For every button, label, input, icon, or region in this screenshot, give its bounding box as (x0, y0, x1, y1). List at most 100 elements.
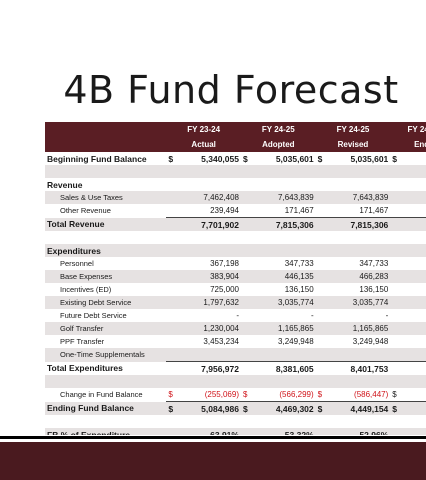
cell-value: 8,401,753 (315, 361, 391, 375)
cell-value: $4,469,302 (240, 401, 316, 415)
col-subheader-actual: Actual (166, 137, 241, 152)
currency-symbol: $ (392, 153, 398, 164)
table-row (45, 375, 426, 388)
currency-symbol: $ (392, 403, 398, 414)
cell-value (315, 415, 391, 428)
cell-value: 7,241 (390, 361, 426, 375)
amount: (586,447) (354, 390, 389, 399)
cell-value: 7,643,839 (315, 191, 391, 204)
currency-symbol: $ (317, 153, 323, 164)
col-subheader-adopted: Adopted (240, 137, 316, 152)
header-blank (45, 137, 167, 152)
cell-value (315, 165, 391, 178)
amount: 4,469,302 (275, 403, 314, 414)
row-label: Existing Debt Service (45, 296, 167, 309)
cell-value (240, 415, 316, 428)
cell-value (166, 165, 241, 178)
cell-value: 3,025 (390, 296, 426, 309)
cell-value: 3,035,774 (240, 296, 316, 309)
cell-value (315, 178, 391, 191)
table-row: Revenue (45, 178, 426, 191)
cell-value: 347,733 (315, 257, 391, 270)
cell-value: 7,956,972 (166, 361, 241, 375)
cell-value (240, 244, 316, 257)
footer-divider (0, 436, 426, 439)
cell-value: $5,084,986 (166, 401, 241, 415)
amount: 4,449,154 (350, 403, 389, 414)
cell-value: 7,701,902 (166, 217, 241, 231)
table-row (45, 415, 426, 428)
fund-forecast-table: FY 23-24 FY 24-25 FY 24-25 FY 24-25 Y Ac… (45, 122, 426, 435)
row-label: Total Revenue (45, 217, 167, 231)
cell-value: 7,462,408 (166, 191, 241, 204)
cell-value (166, 415, 241, 428)
cell-value (240, 231, 316, 244)
currency-symbol: $ (168, 390, 173, 399)
footer-bar (0, 442, 426, 480)
cell-value (315, 348, 391, 362)
col-header-fy2324: FY 23-24 (166, 122, 241, 137)
cell-value: 239,494 (166, 204, 241, 218)
col-header-fy2425-adopted: FY 24-25 (240, 122, 316, 137)
cell-value (390, 415, 426, 428)
cell-value: 942 (390, 322, 426, 335)
cell-value (390, 348, 426, 362)
cell-value (240, 178, 316, 191)
cell-value: 8,381,605 (240, 361, 316, 375)
cell-value: 465 (390, 270, 426, 283)
row-label (45, 375, 167, 388)
table-row: Ending Fund Balance $5,084,986 $4,469,302 $… (45, 401, 426, 415)
table-row: Golf Transfer 1,230,004 1,165,865 1,165,865… (45, 322, 426, 335)
amount: 5,035,601 (275, 153, 314, 164)
table-row: Total Revenue 7,701,902 7,815,306 7,815,306… (45, 217, 426, 231)
header-blank (45, 122, 167, 137)
cell-value: 171,467 (315, 204, 391, 218)
table-row: One-Time Supplementals (45, 348, 426, 362)
currency-symbol: $ (392, 390, 397, 399)
row-label: Other Revenue (45, 204, 167, 218)
cell-value: 63.91% (166, 428, 241, 435)
cell-value: 35 (390, 257, 426, 270)
cell-value: 53.32% (240, 428, 316, 435)
cell-value: $4,449,154 (315, 401, 391, 415)
col-header-fy2425-revised: FY 24-25 (315, 122, 391, 137)
cell-value (390, 178, 426, 191)
cell-value: - (240, 309, 316, 322)
header-row-1: FY 23-24 FY 24-25 FY 24-25 FY 24-25 Y (45, 122, 426, 137)
row-label: PPF Transfer (45, 335, 167, 348)
cell-value: 367,198 (166, 257, 241, 270)
table-body: Beginning Fund Balance $5,340,055 $5,035,6… (45, 152, 426, 435)
cell-value: 79 (390, 428, 426, 435)
cell-value (166, 348, 241, 362)
cell-value (390, 165, 426, 178)
cell-value (390, 309, 426, 322)
row-label: Personnel (45, 257, 167, 270)
row-label: Expenditures (45, 244, 167, 257)
cell-value: $5,768 (390, 401, 426, 415)
table-row: PPF Transfer3,453,2343,249,9483,249,9482… (45, 335, 426, 348)
table-row: Beginning Fund Balance $5,340,055 $5,035,6… (45, 152, 426, 165)
amount: 5,340,055 (201, 153, 239, 164)
cell-value: 1,165,865 (315, 322, 391, 335)
cell-value: 2,425 (390, 335, 426, 348)
table-row (45, 231, 426, 244)
amount: 5,084,986 (201, 403, 239, 414)
cell-value: $5,340,055 (166, 152, 241, 165)
row-label: Sales & Use Taxes (45, 191, 167, 204)
col-subheader-end-est: End Es (390, 137, 426, 152)
currency-symbol: $ (242, 390, 248, 399)
row-label: Incentives (ED) (45, 283, 167, 296)
col-header-fy2425-yearend: FY 24-25 Y (390, 122, 426, 137)
currency-symbol: $ (317, 390, 323, 399)
cell-value: 725,000 (166, 283, 241, 296)
table-row: Total Expenditures 7,956,972 8,381,605 8,40… (45, 361, 426, 375)
col-subheader-revised: Revised (315, 137, 391, 152)
cell-value (166, 244, 241, 257)
cell-value: 171,467 (240, 204, 316, 218)
cell-value (166, 375, 241, 388)
